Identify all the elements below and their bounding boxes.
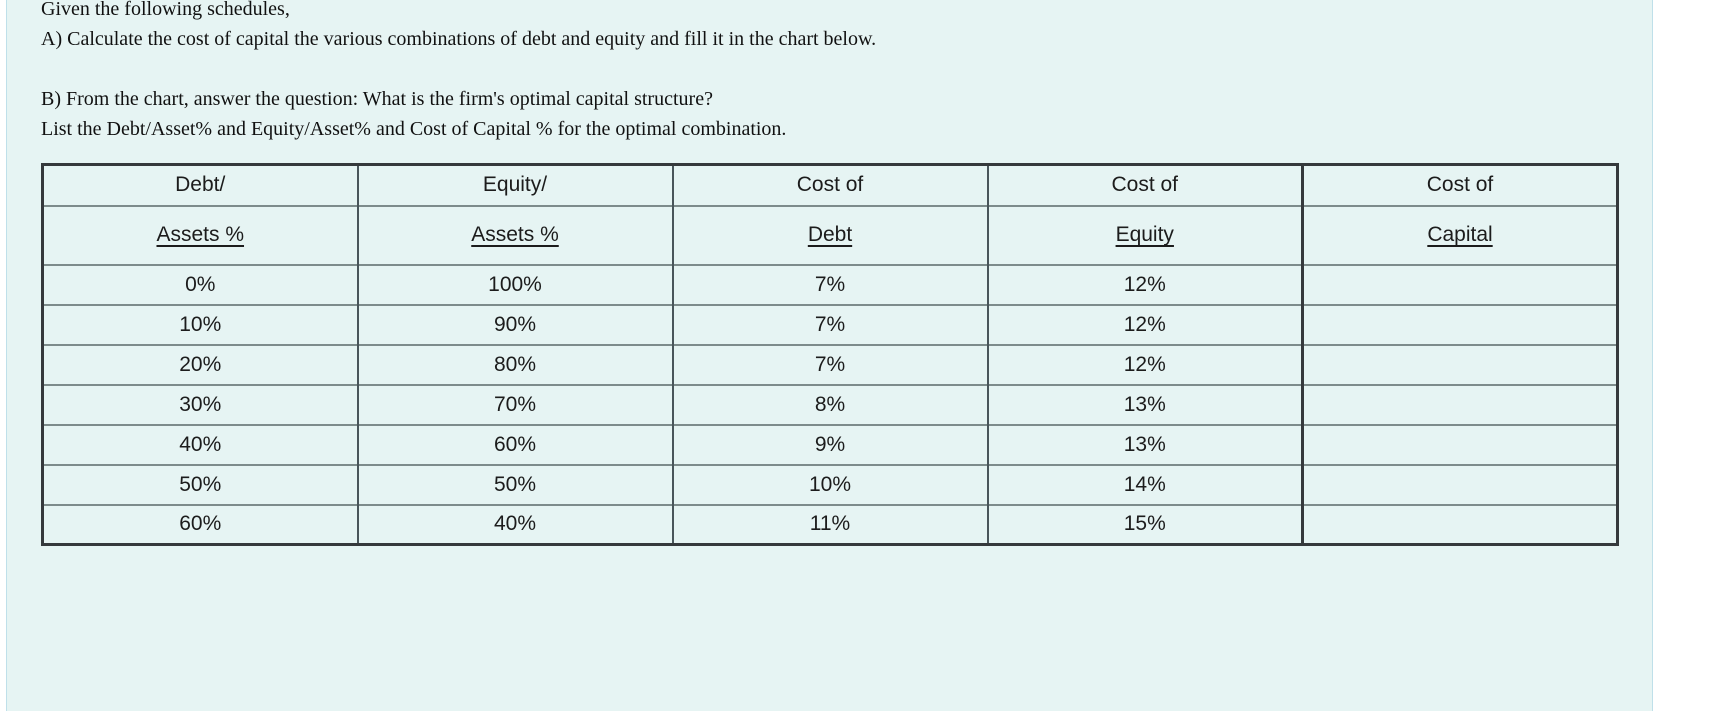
cell-cost-of-capital-blank — [1301, 303, 1618, 345]
cell-equity-assets: 100% — [356, 263, 673, 305]
cell-equity-assets: 70% — [356, 383, 673, 425]
cell-cost-of-capital-blank — [1301, 383, 1618, 425]
cell-equity-assets: 80% — [356, 343, 673, 385]
cell-cost-of-debt: 8% — [671, 383, 988, 425]
instruction-line-list: List the Debt/Asset% and Equity/Asset% a… — [41, 118, 787, 140]
table-row: 60% 40% 11% 15% — [42, 503, 1618, 545]
cell-cost-of-capital-blank — [1301, 423, 1618, 465]
instruction-line-intro: Given the following schedules, — [41, 0, 290, 20]
header-row-bottom: Assets % Assets % Debt Equity Capital — [42, 204, 1618, 265]
cell-cost-of-capital-blank — [1301, 503, 1618, 545]
cell-debt-assets: 20% — [42, 343, 358, 385]
cell-cost-of-equity: 15% — [986, 503, 1303, 545]
column-header-equity-assets-bottom: Assets % — [356, 204, 673, 265]
cell-equity-assets: 90% — [356, 303, 673, 345]
cell-debt-assets: 40% — [42, 423, 358, 465]
cell-cost-of-debt: 7% — [671, 263, 988, 305]
table-row: 30% 70% 8% 13% — [42, 383, 1618, 425]
column-header-cost-of-debt-top: Cost of — [671, 164, 988, 206]
instruction-line-part-a: A) Calculate the cost of capital the var… — [41, 28, 877, 50]
content-panel: Given the following schedules, A) Calcul… — [6, 0, 1653, 711]
cell-cost-of-equity: 14% — [986, 463, 1303, 505]
cell-cost-of-debt: 7% — [671, 343, 988, 385]
cell-equity-assets: 60% — [356, 423, 673, 465]
table-row: 0% 100% 7% 12% — [42, 263, 1618, 305]
cell-cost-of-debt: 9% — [671, 423, 988, 465]
column-header-cost-of-capital-bottom: Capital — [1301, 204, 1618, 265]
cell-cost-of-debt: 10% — [671, 463, 988, 505]
column-header-cost-of-capital-top: Cost of — [1301, 164, 1618, 206]
cell-debt-assets: 50% — [42, 463, 358, 505]
cell-debt-assets: 0% — [42, 263, 358, 305]
column-header-debt-assets-bottom: Assets % — [42, 204, 358, 265]
cell-cost-of-equity: 13% — [986, 383, 1303, 425]
table-row: 40% 60% 9% 13% — [42, 423, 1618, 465]
header-row-top: Debt/ Equity/ Cost of Cost of Cost of — [43, 164, 1618, 206]
cell-debt-assets: 30% — [42, 383, 358, 425]
cell-equity-assets: 50% — [356, 463, 673, 505]
capital-structure-table: Debt/ Equity/ Cost of Cost of Cost of As… — [41, 163, 1619, 546]
table-row: 50% 50% 10% 14% — [42, 463, 1618, 505]
cell-cost-of-equity: 12% — [986, 343, 1303, 385]
column-header-debt-assets-top: Debt/ — [175, 173, 226, 197]
cell-cost-of-capital-blank — [1301, 463, 1618, 505]
table-row: 20% 80% 7% 12% — [42, 343, 1618, 385]
table-row: 10% 90% 7% 12% — [42, 303, 1618, 345]
cell-cost-of-debt: 7% — [671, 303, 988, 345]
cell-debt-assets: 60% — [42, 503, 358, 545]
column-header-cost-of-equity-top: Cost of — [986, 164, 1303, 206]
column-header-cost-of-debt-bottom: Debt — [671, 204, 988, 265]
column-header-equity-assets-top: Equity/ — [356, 164, 673, 206]
question-content: Given the following schedules, A) Calcul… — [7, 0, 1652, 546]
cell-equity-assets: 40% — [356, 503, 673, 545]
cell-debt-assets: 10% — [42, 303, 358, 345]
cell-cost-of-capital-blank — [1301, 343, 1618, 385]
instructions-block: Given the following schedules, A) Calcul… — [41, 0, 1652, 144]
cell-cost-of-debt: 11% — [671, 503, 988, 545]
cell-cost-of-equity: 13% — [986, 423, 1303, 465]
cell-cost-of-equity: 12% — [986, 303, 1303, 345]
cell-cost-of-capital-blank — [1301, 263, 1618, 305]
column-header-cost-of-equity-bottom: Equity — [986, 204, 1303, 265]
instruction-line-part-b: B) From the chart, answer the question: … — [41, 88, 713, 110]
cell-cost-of-equity: 12% — [986, 263, 1303, 305]
